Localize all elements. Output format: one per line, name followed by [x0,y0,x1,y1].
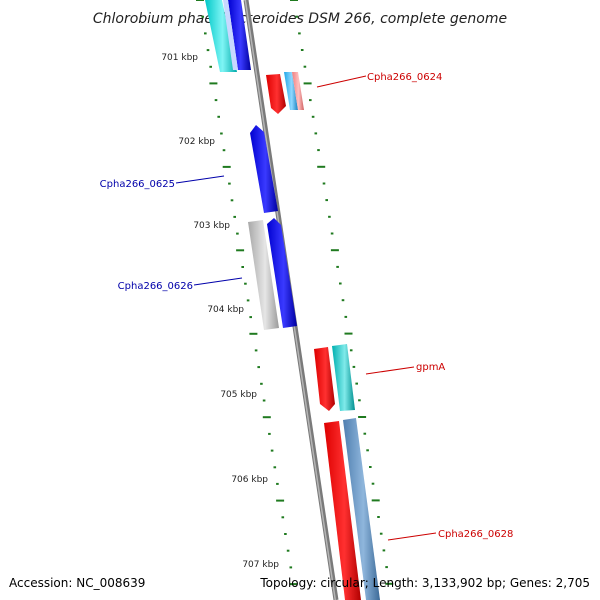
kbp-label-705: 705 kbp [220,390,257,400]
kbp-label-706: 706 kbp [231,475,268,485]
scale-labels: 701 kbp 702 kbp 703 kbp 704 kbp 705 kbp … [161,53,279,570]
kbp-label-703: 703 kbp [193,221,230,231]
gene-feature-cpha266-0624[interactable] [266,74,286,114]
right-tick-track [290,0,394,585]
kbp-label-704: 704 kbp [207,305,244,315]
gene-feature-cpha266-0625[interactable] [250,125,278,213]
genome-summary-text: Topology: circular; Length: 3,133,902 bp… [259,576,590,590]
gene-label-cpha266-0625[interactable]: Cpha266_0625 [100,179,175,190]
gene-label-cpha266-0628[interactable]: Cpha266_0628 [438,529,513,540]
gene-label-cpha266-0626[interactable]: Cpha266_0626 [118,281,193,292]
kbp-label-702: 702 kbp [178,137,215,147]
gene-feature-cpha266-0626[interactable] [267,218,297,328]
genome-title: Chlorobium phaeobacteroides DSM 266, com… [93,11,507,27]
gene-feature-cpha266-0626-gray[interactable] [248,220,279,330]
gene-feature-cpha266-0628[interactable] [343,418,380,600]
gene-feature-cyan-top[interactable] [205,0,237,72]
left-tick-track [196,0,298,586]
gene-feature-skyblue-0624[interactable] [284,72,298,110]
gene-features [205,0,380,600]
gene-feature-gpma[interactable] [332,344,355,411]
gene-label-gpma[interactable]: gpmA [416,362,445,373]
gene-feature-blue-top[interactable] [228,0,251,70]
gene-feature-lightblue-top [223,0,238,70]
gene-feature-salmon-0624[interactable] [292,72,304,110]
gene-labels: Cpha266_0624 Cpha266_0625 Cpha266_0626 g… [100,72,514,540]
gene-label-cpha266-0624[interactable]: Cpha266_0624 [367,72,442,83]
gene-feature-cpha266-0628-red[interactable] [324,421,361,600]
kbp-label-701: 701 kbp [161,53,198,63]
accession-text: Accession: NC_008639 [9,576,145,590]
kbp-label-707: 707 kbp [242,560,279,570]
gene-feature-gpma-red[interactable] [314,347,335,411]
gene-label-leaders [175,75,437,541]
